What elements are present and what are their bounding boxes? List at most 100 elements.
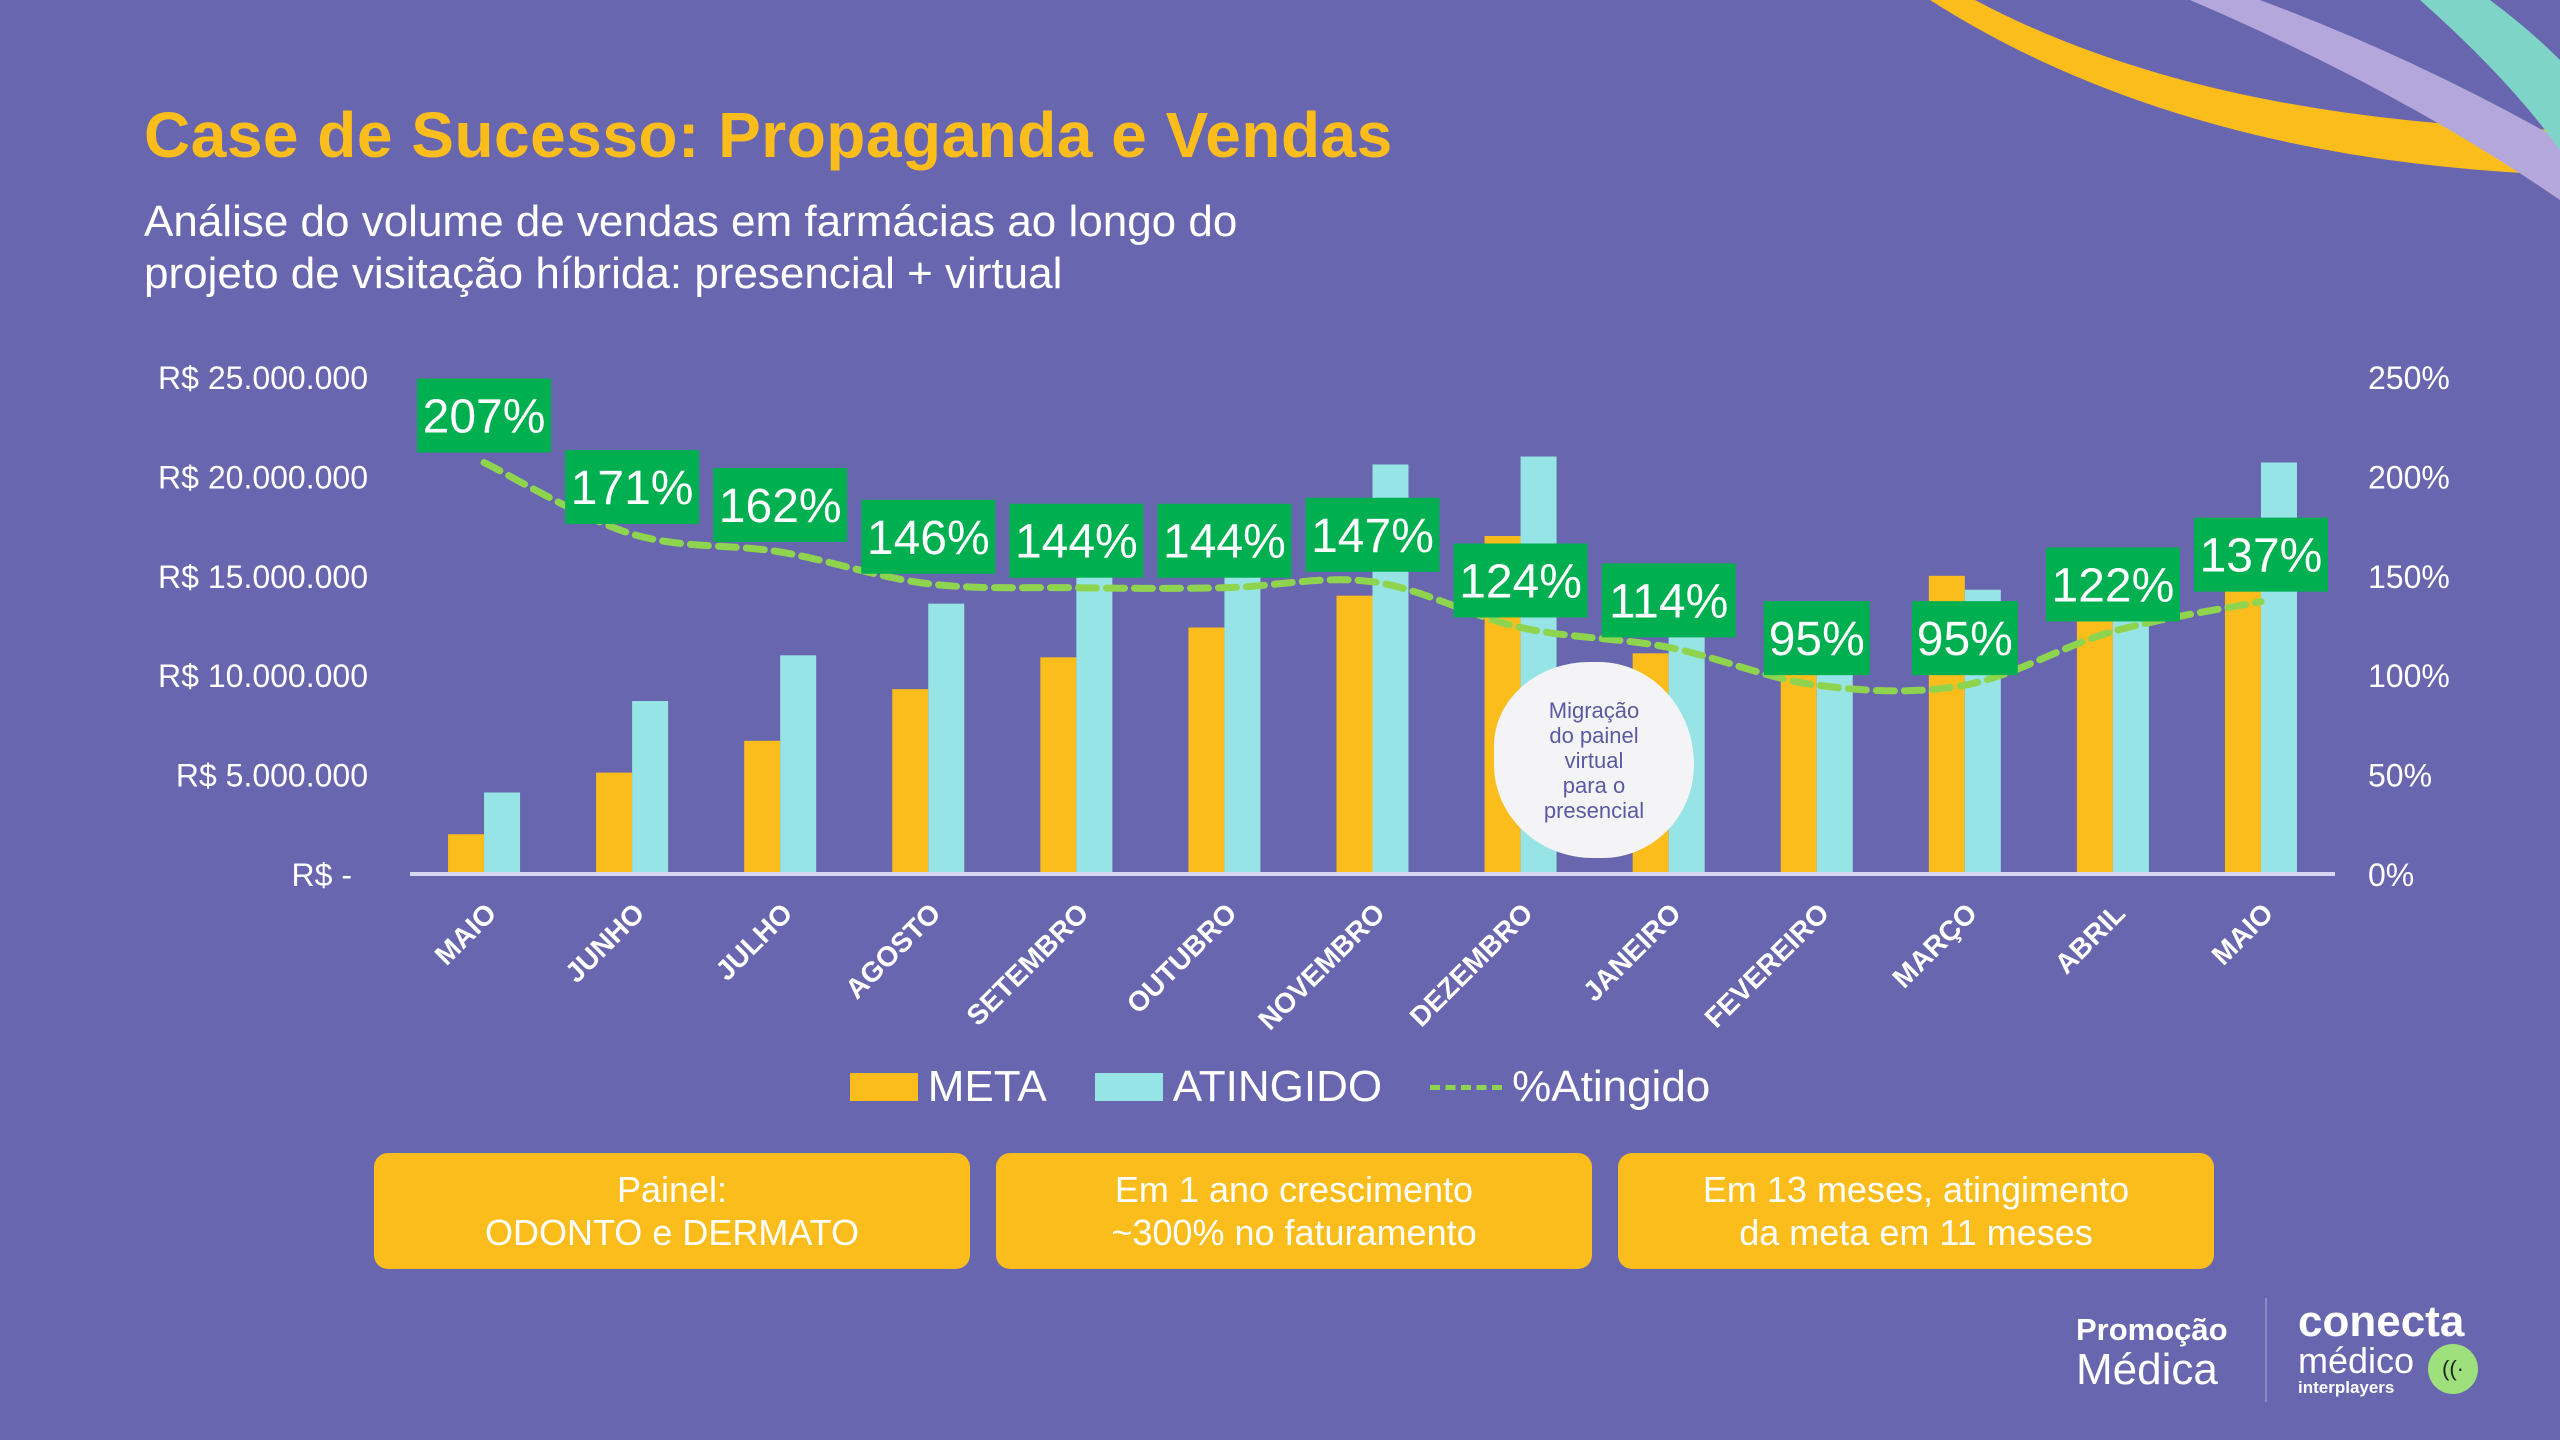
data-label-box [417, 378, 552, 453]
data-label: 146% [867, 512, 990, 565]
data-label-box [2045, 547, 2180, 622]
data-label: 144% [1015, 516, 1138, 569]
bar-atingido [1816, 647, 1853, 874]
y-right-tick-label: 250% [2368, 360, 2450, 396]
bar-meta [1336, 595, 1373, 874]
bar-meta [596, 772, 633, 874]
y-left-tick-label: R$ 5.000.000 [176, 758, 368, 794]
legend-swatch [849, 1073, 918, 1101]
card-text: Em 1 ano crescimento [1114, 1169, 1474, 1210]
y-left-tick-label: R$ 15.000.000 [158, 559, 368, 595]
x-tick-label: OUTUBRO [1121, 897, 1243, 1019]
y-left-tick-label: R$ - [292, 857, 352, 893]
x-tick-label: MAIO [429, 897, 503, 971]
y-right-tick-label: 200% [2368, 459, 2450, 495]
y-left-tick-label: R$ 25.000.000 [158, 360, 368, 396]
data-label-box [565, 450, 700, 525]
data-label: 207% [423, 390, 546, 443]
bar-meta [448, 834, 485, 874]
bar-meta [892, 689, 929, 874]
logo-text: conecta [2298, 1297, 2465, 1346]
percent-atingido-line [480, 458, 2265, 695]
data-label-box [1009, 503, 1144, 578]
data-label: 114% [1609, 575, 1728, 628]
bar-atingido [1076, 561, 1113, 874]
card-text: Painel: [616, 1169, 728, 1210]
data-label: 95% [1769, 613, 1865, 666]
highlight-cards: Painel: ODONTO e DERMATO Em 1 ano crescim… [374, 1153, 2214, 1269]
legend-swatch [1094, 1073, 1163, 1101]
data-label-box [1453, 543, 1588, 618]
subtitle-line: projeto de visitação híbrida: presencial… [144, 249, 1063, 298]
card-crescimento: Em 1 ano crescimento ~300% no faturamento [996, 1153, 1592, 1269]
teal-ribbon [2420, 0, 2560, 150]
x-tick-label: NOVEMBRO [1252, 897, 1391, 1036]
x-tick-label: JUNHO [559, 897, 650, 988]
y-right-tick-label: 100% [2368, 658, 2450, 694]
card-painel: Painel: ODONTO e DERMATO [374, 1153, 970, 1269]
data-label-box [2193, 517, 2328, 592]
logo-text: Médica [2076, 1345, 2218, 1394]
data-label-box [1157, 503, 1292, 578]
logo-divider [2265, 1298, 2267, 1402]
bar-atingido [780, 655, 817, 874]
data-label: 122% [2052, 559, 2175, 612]
conecta-medico-logo: conecta médico interplayers ((· [2298, 1297, 2478, 1398]
data-label: 147% [1311, 510, 1434, 563]
logo-text: médico [2298, 1340, 2415, 1381]
card-text: da meta em 11 meses [1739, 1212, 2093, 1253]
y-left-tick-label: R$ 20.000.000 [158, 459, 368, 495]
data-label: 171% [571, 462, 694, 515]
bar-meta [1040, 657, 1077, 874]
x-tick-label: FEVEREIRO [1699, 897, 1835, 1033]
data-label: 95% [1917, 613, 2013, 666]
bar-atingido [632, 701, 669, 874]
data-label-box [861, 499, 996, 574]
data-label-box [1911, 601, 2018, 676]
bar-meta [1188, 627, 1225, 874]
legend-swatch [1430, 1084, 1503, 1090]
legend-label: %Atingido [1512, 1062, 1711, 1111]
sales-chart: R$ - R$ 5.000.000 R$ 10.000.000 R$ 15.000.0… [158, 360, 2450, 1036]
x-tick-label: MARÇO [1886, 897, 1983, 994]
promocao-medica-logo: Promoção Médica [2076, 1310, 2228, 1394]
legend-item-percent: %Atingido [1430, 1062, 1710, 1112]
migration-annotation: Migração do painel virtual para o presen… [1494, 662, 1694, 858]
yellow-ribbon [1930, 0, 2560, 175]
x-tick-label: AGOSTO [839, 897, 946, 1004]
legend-item-meta: META [849, 1062, 1047, 1112]
x-tick-label: DEZEMBRO [1404, 897, 1539, 1032]
bar-meta [2224, 573, 2261, 874]
data-label-box [1601, 563, 1736, 638]
x-tick-label: JULHO [709, 897, 798, 986]
bar-atingido [484, 792, 521, 874]
data-label: 137% [2200, 530, 2323, 583]
subtitle-line: Análise do volume de vendas em farmácias… [144, 197, 1238, 246]
data-label-box [1763, 601, 1870, 676]
card-text: Em 13 meses, atingimento [1702, 1169, 2130, 1210]
lavender-ribbon [2190, 0, 2560, 200]
y-right-tick-label: 150% [2368, 559, 2450, 595]
y-right-tick-label: 50% [2368, 758, 2432, 794]
y-left-tick-label: R$ 10.000.000 [158, 658, 368, 694]
bar-meta [744, 740, 781, 874]
logo-text: Promoção [2076, 1312, 2228, 1347]
page-subtitle: Análise do volume de vendas em farmácias… [144, 196, 1444, 300]
logo-text: interplayers [2298, 1378, 2395, 1397]
data-label-box [713, 467, 848, 542]
legend-label: META [927, 1062, 1047, 1111]
legend-label: ATINGIDO [1172, 1062, 1383, 1111]
x-tick-label: MAIO [2206, 897, 2280, 971]
signal-touch-icon: ((· [2428, 1344, 2478, 1394]
annotation-text: do painel [1549, 722, 1639, 748]
annotation-text: presencial [1543, 797, 1645, 823]
card-text: ~300% no faturamento [1111, 1212, 1477, 1253]
card-atingimento: Em 13 meses, atingimento da meta em 11 me… [1618, 1153, 2214, 1269]
annotation-text: para o [1562, 772, 1626, 798]
annotation-text: Migração [1548, 697, 1640, 723]
chart-legend: META ATINGIDO %Atingido [0, 1062, 2560, 1112]
x-tick-label: JANEIRO [1577, 897, 1687, 1007]
data-label: 162% [719, 480, 842, 533]
legend-item-atingido: ATINGIDO [1094, 1062, 1383, 1112]
